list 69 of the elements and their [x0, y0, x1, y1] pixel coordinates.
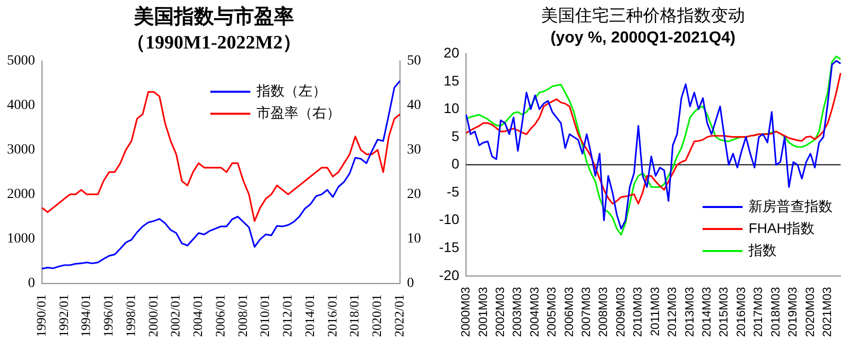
x-tick-label: 2020/01 [369, 294, 384, 338]
x-tick-label: 2014M03 [700, 286, 714, 338]
x-tick-label: 2002/01 [168, 294, 183, 338]
x-tick-label: 2006M03 [562, 286, 576, 338]
y-tick-label: 5000 [7, 53, 35, 68]
x-tick-label: 2018M03 [768, 286, 782, 338]
x-tick-label: 2009M03 [613, 286, 628, 338]
x-tick-label: 2008/01 [234, 294, 250, 338]
y-tick-label: 1000 [7, 232, 35, 247]
y-tick-label: 5 [451, 128, 460, 144]
x-tick-label: 2016/01 [324, 294, 340, 338]
x-tick-label: 2013M03 [682, 286, 696, 338]
y-tick-label: 20 [444, 44, 460, 60]
y-tick-label: -10 [439, 211, 460, 228]
y-tick-label: 3000 [7, 142, 35, 158]
legend-label: FHAH指数 [748, 220, 815, 236]
y2-tick-label: 40 [407, 98, 421, 113]
x-tick-label: 2022/01 [391, 294, 406, 338]
y2-tick-label: 10 [407, 232, 421, 247]
x-tick-label: 2007M03 [579, 286, 594, 338]
y-tick-label: 15 [444, 72, 460, 88]
y-tick-label: 4000 [7, 98, 35, 113]
x-tick-label: 2004M03 [527, 286, 542, 338]
x-tick-label: 1996/01 [100, 294, 116, 338]
x-tick-label: 2016M03 [734, 286, 748, 338]
x-tick-label: 2015M03 [716, 286, 731, 338]
x-tick-label: 2014/01 [302, 294, 317, 338]
x-tick-label: 2012/01 [280, 294, 295, 338]
legend-label: 指数（左） [255, 83, 326, 100]
y-tick-label: 10 [444, 100, 460, 116]
x-tick-label: 2010M03 [630, 286, 645, 338]
x-tick-label: 2000/01 [145, 294, 160, 338]
x-tick-label: 2012M03 [665, 286, 680, 338]
x-tick-label: 2021M03 [820, 286, 834, 338]
x-tick-label: 2006/01 [212, 294, 228, 338]
x-tick-label: 2008M03 [596, 286, 610, 338]
x-tick-label: 1994/01 [78, 294, 94, 338]
y-tick-label: 0 [451, 156, 460, 172]
chart-subtitle: （1990M1-2022M2） [126, 32, 302, 54]
y-tick-label: -20 [439, 266, 460, 283]
y2-tick-label: 30 [407, 142, 421, 158]
x-tick-label: 2003M03 [510, 286, 524, 338]
legend-label: 市盈率（右） [256, 105, 340, 122]
x-tick-label: 2004/01 [190, 294, 206, 338]
y-tick-label: 2000 [7, 187, 35, 202]
chart-title: 美国住宅三种价格指数变动 [541, 6, 745, 25]
x-tick-label: 2010/01 [257, 294, 272, 338]
chart-title: 美国指数与市盈率 [133, 5, 294, 28]
y-tick-label: 0 [28, 276, 35, 292]
x-tick-label: 2019M03 [786, 286, 800, 338]
legend-label: 指数 [748, 242, 777, 258]
chart-subtitle: (yoy %, 2000Q1-2021Q4) [550, 29, 736, 46]
x-tick-label: 2002M03 [492, 286, 507, 338]
y-tick-label: -15 [439, 239, 460, 256]
legend-label: 新房普查指数 [748, 198, 833, 214]
x-tick-label: 2000M03 [458, 286, 473, 338]
y2-tick-label: 50 [407, 53, 421, 68]
x-tick-label: 2005M03 [544, 286, 559, 338]
y2-tick-label: 0 [407, 276, 414, 292]
x-tick-label: 2020M03 [802, 286, 817, 338]
x-tick-label: 2011M03 [648, 286, 662, 336]
x-tick-label: 1992/01 [56, 294, 71, 338]
x-tick-label: 2001M03 [476, 286, 490, 338]
y-tick-label: -5 [446, 183, 460, 200]
y2-tick-label: 20 [407, 187, 421, 202]
x-tick-label: 2018/01 [346, 294, 362, 338]
x-tick-label: 2017M03 [751, 286, 766, 338]
x-tick-label: 1990/01 [33, 294, 48, 338]
x-tick-label: 1998/01 [122, 294, 138, 338]
